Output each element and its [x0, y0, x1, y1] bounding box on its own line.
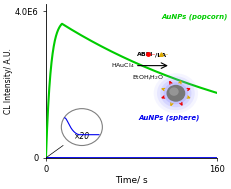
- Circle shape: [157, 76, 195, 110]
- Text: ×20: ×20: [74, 132, 90, 141]
- Text: HAuCl$_4$: HAuCl$_4$: [111, 61, 134, 70]
- Text: ~: ~: [163, 52, 168, 57]
- Text: /LA: /LA: [155, 52, 166, 57]
- Text: ABEI: ABEI: [137, 52, 154, 57]
- Circle shape: [154, 73, 198, 113]
- Text: AuNPs (popcorn): AuNPs (popcorn): [161, 13, 228, 20]
- Text: EtOH/H$_2$O: EtOH/H$_2$O: [131, 73, 164, 81]
- Text: AuNPs (sphere): AuNPs (sphere): [138, 115, 200, 121]
- X-axis label: Time/ s: Time/ s: [115, 176, 148, 185]
- Circle shape: [167, 85, 185, 102]
- Circle shape: [160, 79, 191, 107]
- Circle shape: [61, 109, 102, 146]
- Text: ~: ~: [150, 52, 155, 57]
- Circle shape: [167, 85, 185, 101]
- Circle shape: [169, 87, 179, 96]
- Circle shape: [164, 82, 188, 104]
- Y-axis label: CL Intensity/ A.U.: CL Intensity/ A.U.: [4, 48, 13, 114]
